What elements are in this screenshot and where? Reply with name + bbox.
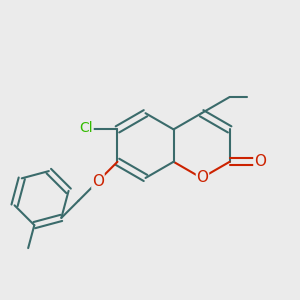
Text: Cl: Cl (80, 121, 93, 135)
Text: O: O (254, 154, 266, 169)
Text: O: O (196, 170, 208, 185)
Text: O: O (92, 174, 104, 189)
